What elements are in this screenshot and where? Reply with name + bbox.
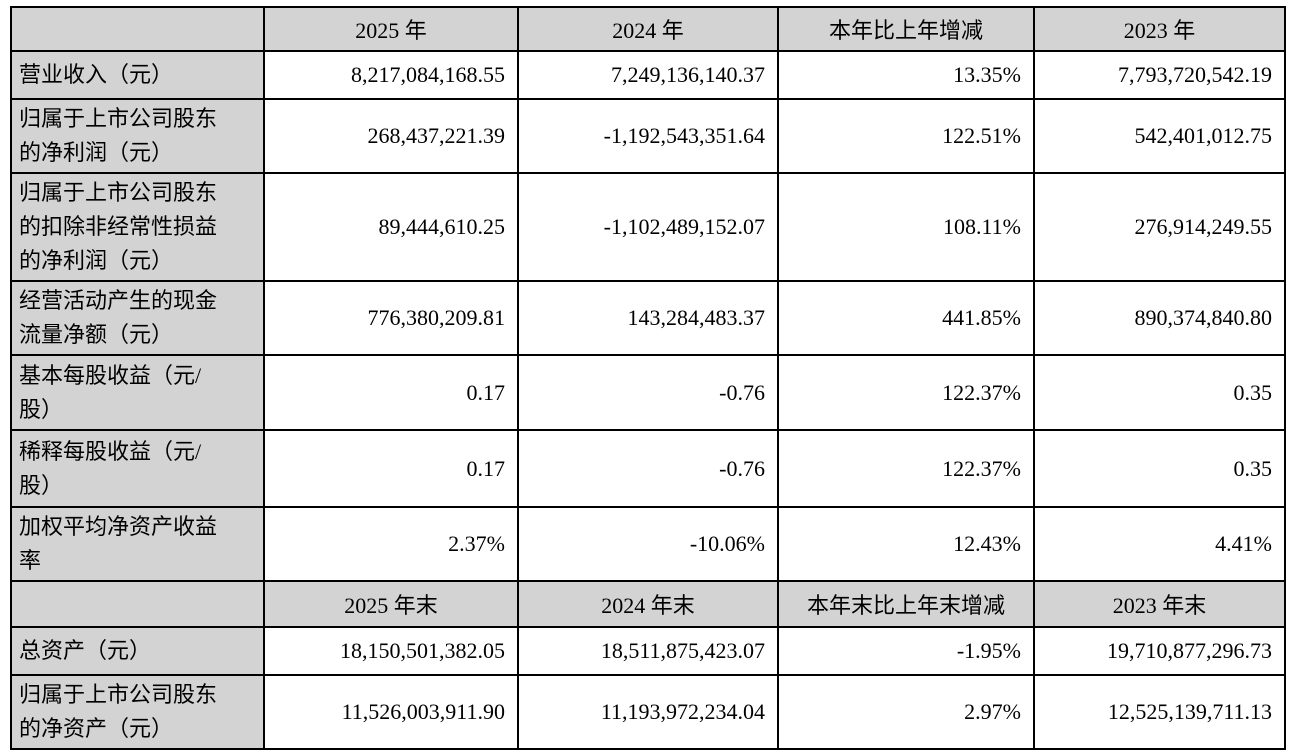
value-2024: -10.06%	[517, 506, 779, 582]
header-year-end-change: 本年末比上年末增减	[777, 580, 1035, 628]
table-row-total-assets: 总资产（元） 18,150,501,382.05 18,511,875,423.…	[10, 626, 1286, 676]
value-2024-end: 18,511,875,423.07	[517, 626, 779, 676]
table-row-net-profit-excl-nonrecurring: 归属于上市公司股东 的扣除非经常性损益 的净利润（元） 89,444,610.2…	[10, 172, 1286, 282]
value-2023: 890,374,840.80	[1033, 280, 1286, 356]
value-2025: 2.37%	[263, 506, 519, 582]
value-2024: 7,249,136,140.37	[517, 50, 779, 100]
value-change: 122.37%	[777, 354, 1035, 431]
financial-summary-table: 2025 年 2024 年 本年比上年增减 2023 年 营业收入（元） 8,2…	[10, 6, 1286, 750]
value-2025: 776,380,209.81	[263, 280, 519, 356]
value-2024: -0.76	[517, 429, 779, 508]
table-row-basic-eps: 基本每股收益（元/ 股） 0.17 -0.76 122.37% 0.35	[10, 354, 1286, 431]
table-row-revenue: 营业收入（元） 8,217,084,168.55 7,249,136,140.3…	[10, 50, 1286, 100]
value-2025: 8,217,084,168.55	[263, 50, 519, 100]
header-2024-end: 2024 年末	[517, 580, 779, 628]
row-label: 归属于上市公司股东 的扣除非经常性损益 的净利润（元）	[10, 172, 265, 282]
value-2023: 276,914,249.55	[1033, 172, 1286, 282]
value-2023: 0.35	[1033, 354, 1286, 431]
value-2025: 0.17	[263, 429, 519, 508]
value-2024: -1,102,489,152.07	[517, 172, 779, 282]
table-row-operating-cash-flow: 经营活动产生的现金 流量净额（元） 776,380,209.81 143,284…	[10, 280, 1286, 356]
value-change: 13.35%	[777, 50, 1035, 100]
value-change: 108.11%	[777, 172, 1035, 282]
header-yoy-change: 本年比上年增减	[777, 6, 1035, 52]
row-label: 加权平均净资产收益 率	[10, 506, 265, 582]
value-2023-end: 19,710,877,296.73	[1033, 626, 1286, 676]
value-2023: 542,401,012.75	[1033, 98, 1286, 174]
value-change: 12.43%	[777, 506, 1035, 582]
value-2023: 7,793,720,542.19	[1033, 50, 1286, 100]
header-blank-cell	[10, 580, 265, 628]
header-2025-end: 2025 年末	[263, 580, 519, 628]
row-label: 营业收入（元）	[10, 50, 265, 100]
row-label: 经营活动产生的现金 流量净额（元）	[10, 280, 265, 356]
value-2025: 268,437,221.39	[263, 98, 519, 174]
value-2025-end: 18,150,501,382.05	[263, 626, 519, 676]
row-label: 稀释每股收益（元/ 股）	[10, 429, 265, 508]
value-change: 2.97%	[777, 674, 1035, 750]
row-label: 基本每股收益（元/ 股）	[10, 354, 265, 431]
header-row-year-end: 2025 年末 2024 年末 本年末比上年末增减 2023 年末	[10, 580, 1286, 628]
value-2025: 89,444,610.25	[263, 172, 519, 282]
row-label: 归属于上市公司股东 的净利润（元）	[10, 98, 265, 174]
header-2025: 2025 年	[263, 6, 519, 52]
value-change: 441.85%	[777, 280, 1035, 356]
value-change: 122.51%	[777, 98, 1035, 174]
value-2023: 0.35	[1033, 429, 1286, 508]
value-2025-end: 11,526,003,911.90	[263, 674, 519, 750]
header-row-annual: 2025 年 2024 年 本年比上年增减 2023 年	[10, 6, 1286, 52]
value-2025: 0.17	[263, 354, 519, 431]
header-2024: 2024 年	[517, 6, 779, 52]
table-row-weighted-avg-roe: 加权平均净资产收益 率 2.37% -10.06% 12.43% 4.41%	[10, 506, 1286, 582]
table-row-net-assets: 归属于上市公司股东 的净资产（元） 11,526,003,911.90 11,1…	[10, 674, 1286, 750]
value-change: 122.37%	[777, 429, 1035, 508]
value-2024: -1,192,543,351.64	[517, 98, 779, 174]
financial-summary: 2025 年 2024 年 本年比上年增减 2023 年 营业收入（元） 8,2…	[10, 6, 1286, 750]
value-2023: 4.41%	[1033, 506, 1286, 582]
table-row-net-profit: 归属于上市公司股东 的净利润（元） 268,437,221.39 -1,192,…	[10, 98, 1286, 174]
header-2023: 2023 年	[1033, 6, 1286, 52]
row-label: 总资产（元）	[10, 626, 265, 676]
header-2023-end: 2023 年末	[1033, 580, 1286, 628]
value-change: -1.95%	[777, 626, 1035, 676]
row-label: 归属于上市公司股东 的净资产（元）	[10, 674, 265, 750]
value-2024: -0.76	[517, 354, 779, 431]
value-2024: 143,284,483.37	[517, 280, 779, 356]
header-blank-cell	[10, 6, 265, 52]
value-2023-end: 12,525,139,711.13	[1033, 674, 1286, 750]
table-row-diluted-eps: 稀释每股收益（元/ 股） 0.17 -0.76 122.37% 0.35	[10, 429, 1286, 508]
value-2024-end: 11,193,972,234.04	[517, 674, 779, 750]
